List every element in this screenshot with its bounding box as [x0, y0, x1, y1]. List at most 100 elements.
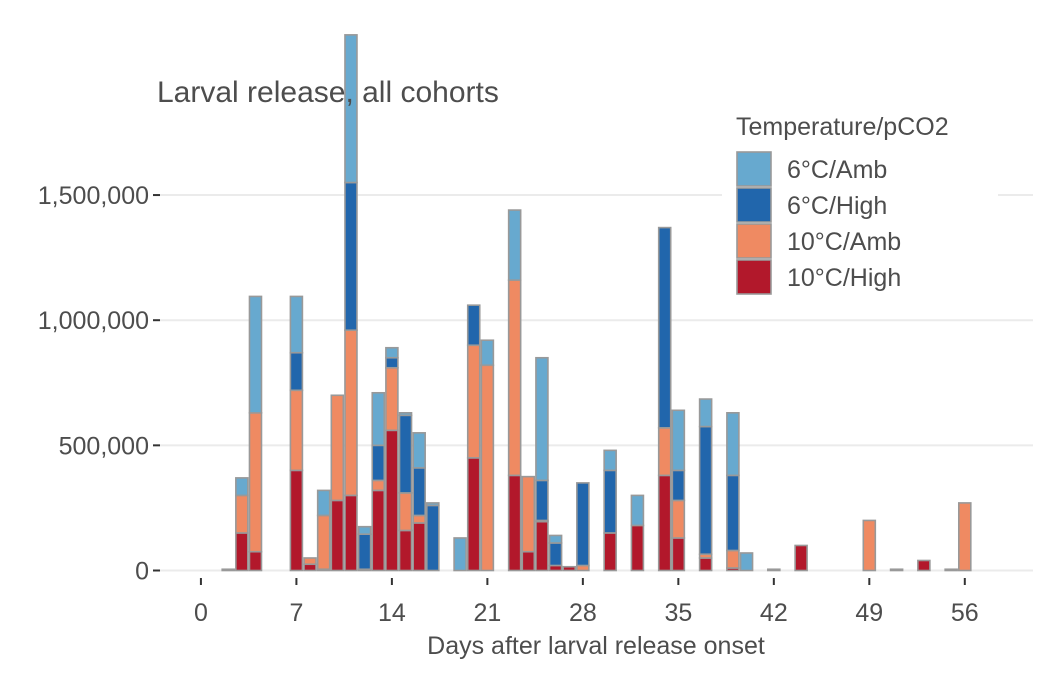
legend-label: 10°C/High: [787, 264, 901, 292]
bar-segment: [889, 568, 904, 572]
bar-segment: [385, 429, 399, 572]
bar-segment: [466, 344, 481, 459]
bar-segment: [235, 494, 249, 534]
bar-segment: [576, 482, 590, 567]
bar-segment: [344, 329, 358, 497]
bar-segment: [480, 364, 495, 572]
bar-segment: [535, 356, 549, 482]
bar-segment: [371, 489, 386, 572]
bar-segment: [289, 469, 304, 572]
bar-segment: [466, 457, 481, 572]
chart-title: Larval release, all cohorts: [157, 76, 499, 109]
bar-segment: [303, 563, 317, 572]
bar-segment: [289, 389, 304, 472]
legend-label: 6°C/Amb: [787, 156, 887, 184]
bar-segment: [671, 469, 686, 502]
bar-segment: [726, 474, 740, 552]
bar-segment: [316, 489, 331, 517]
x-tick-label: 56: [951, 599, 979, 627]
bar-segment: [726, 549, 740, 569]
bar-segment: [671, 409, 686, 472]
x-tick-label: 0: [194, 599, 208, 627]
bar-segment: [767, 568, 781, 572]
bar-segment: [412, 467, 426, 517]
bars: [221, 34, 972, 572]
bar-segment: [521, 550, 536, 572]
x-tick-label: 28: [569, 599, 597, 627]
legend-swatch: [736, 187, 772, 223]
bar-segment: [739, 552, 754, 572]
bar-segment: [603, 469, 617, 534]
bar-segment: [412, 522, 426, 572]
y-tick-label: 1,000,000: [38, 307, 149, 335]
bar-segment: [426, 504, 440, 572]
bar-segment: [794, 544, 808, 572]
bar-segment: [535, 520, 549, 572]
bar-segment: [630, 524, 645, 572]
bar-segment: [398, 412, 413, 417]
bar-segment: [480, 339, 495, 367]
x-tick-label: 49: [855, 599, 883, 627]
bar-segment: [657, 474, 672, 572]
bar-segment: [603, 449, 617, 472]
bar-segment: [371, 479, 386, 492]
bar-segment: [330, 394, 345, 502]
bar-segment: [221, 568, 236, 572]
bar-segment: [412, 432, 426, 469]
legend-swatch: [736, 259, 772, 295]
bar-segment: [248, 412, 263, 553]
y-tick-label: 500,000: [59, 432, 149, 460]
bar-segment: [344, 181, 358, 332]
bar-segment: [453, 537, 467, 572]
bar-segment: [862, 519, 877, 572]
bar-segment: [630, 494, 645, 527]
bar-segment: [671, 537, 686, 572]
legend: Temperature/pCO2 6°C/Amb 6°C/High 10°C/Amb…: [722, 108, 998, 310]
legend-label: 10°C/Amb: [787, 228, 901, 256]
x-tick-label: 42: [760, 599, 788, 627]
bar-segment: [698, 398, 713, 428]
bar-segment: [385, 366, 399, 432]
bar-segment: [548, 542, 563, 567]
y-tick-label: 0: [135, 557, 149, 585]
bar-segment: [466, 304, 481, 347]
bar-segment: [944, 568, 958, 572]
bar-segment: [398, 414, 413, 494]
bar-segment: [698, 557, 713, 572]
bar-segment: [426, 502, 440, 507]
bar-segment: [303, 557, 317, 566]
bar-segment: [385, 346, 399, 359]
bar-segment: [917, 559, 931, 572]
bar-segment: [535, 479, 549, 522]
legend-label: 6°C/High: [787, 192, 887, 220]
bar-segment: [957, 502, 972, 572]
x-tick-label: 7: [289, 599, 303, 627]
x-tick-label: 14: [378, 599, 406, 627]
x-tick-label: 35: [664, 599, 692, 627]
bar-segment: [657, 226, 672, 429]
bar-segment: [357, 533, 372, 571]
bar-segment: [521, 475, 536, 553]
legend-swatch: [736, 151, 772, 187]
bar-segment: [289, 295, 304, 354]
bar-segment: [385, 356, 399, 369]
x-tick-label: 21: [473, 599, 501, 627]
bar-segment: [248, 295, 263, 414]
bar-segment: [671, 499, 686, 539]
bar-segment: [371, 444, 386, 482]
bar-segment: [548, 534, 563, 544]
bar-segment: [657, 427, 672, 477]
bar-segment: [398, 492, 413, 532]
bar-segment: [726, 412, 740, 477]
bar-segment: [235, 477, 249, 497]
bar-segment: [507, 474, 522, 572]
bar-segment: [330, 499, 345, 572]
bar-segment: [603, 532, 617, 572]
bar-segment: [248, 550, 263, 572]
bar-segment: [289, 351, 304, 392]
bar-segment: [344, 494, 358, 572]
bar-segment: [357, 525, 372, 535]
legend-swatch: [736, 223, 772, 259]
legend-title: Temperature/pCO2: [736, 113, 949, 141]
